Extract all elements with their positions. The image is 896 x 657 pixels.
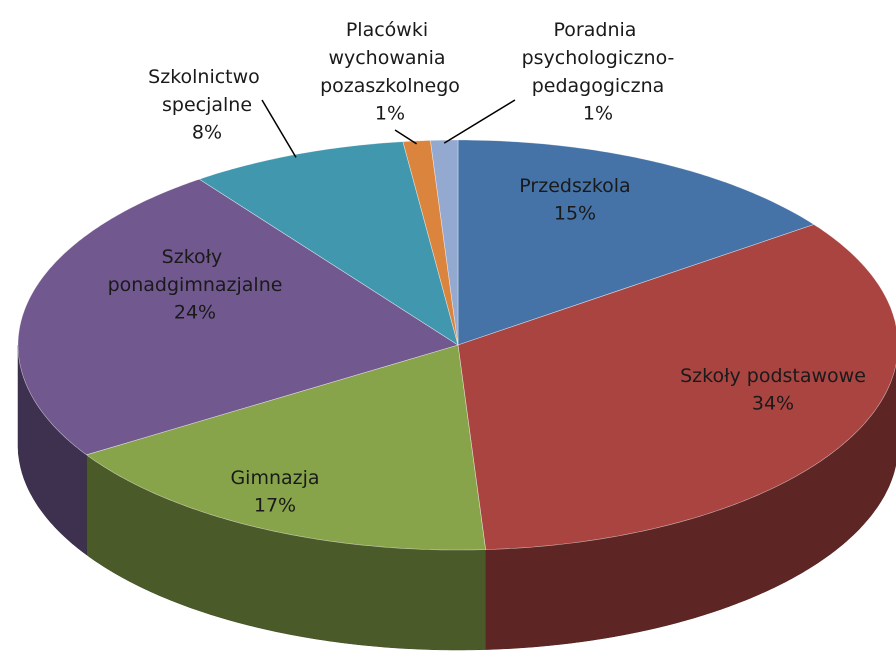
category-label: Szkolnictwo specjalne	[148, 66, 266, 116]
category-label: Placówki wychowania pozaszkolnego	[320, 19, 460, 97]
pie-slice	[402, 140, 459, 346]
value-label: 15%	[554, 203, 596, 225]
value-label: 1%	[583, 103, 613, 125]
pie-slice	[430, 139, 459, 346]
pie-slice	[457, 139, 815, 346]
category-label: Poradnia psychologiczno-pedagogiczna	[522, 19, 675, 97]
value-label: 17%	[254, 495, 296, 517]
leader-line	[443, 99, 516, 144]
pie-slice	[17, 178, 459, 456]
value-label: 1%	[375, 103, 405, 125]
category-label: Gimnazja	[230, 467, 319, 489]
pie-slice	[85, 344, 486, 551]
value-label: 8%	[192, 122, 222, 144]
category-label: Szkoły podstawowe	[680, 365, 866, 387]
leader-line	[261, 99, 297, 158]
pie-slice	[198, 141, 459, 346]
value-label: 34%	[752, 393, 794, 415]
category-label: Przedszkola	[519, 175, 630, 197]
leader-line	[394, 129, 418, 145]
value-label: 24%	[174, 302, 216, 324]
category-label: Szkoły ponadgimnazjalne	[108, 246, 283, 296]
pie-slice	[457, 224, 896, 550]
